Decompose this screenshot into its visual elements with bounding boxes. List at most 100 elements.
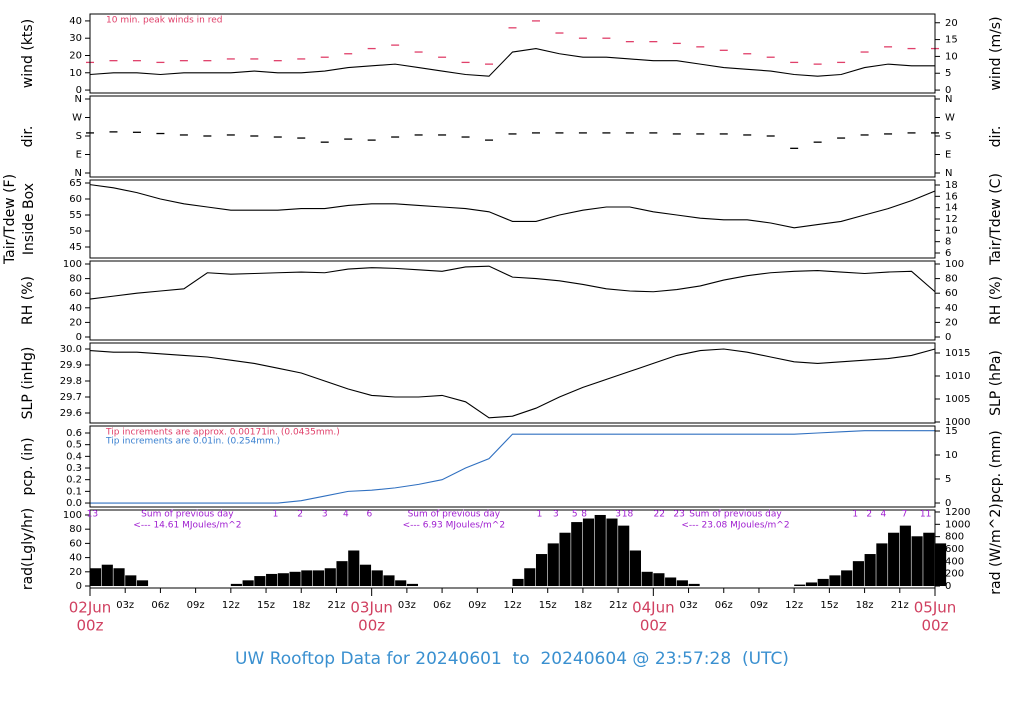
y-tick-label: 100 <box>63 510 82 521</box>
bar <box>90 568 102 587</box>
count-label: 7 <box>902 510 908 520</box>
y2-tick-label: 1015 <box>945 348 970 359</box>
bar <box>665 577 677 587</box>
x-day-label: 05Jun <box>914 599 957 617</box>
y-tick-label: 100 <box>63 259 82 270</box>
y2-tick-label: 1000 <box>945 519 970 530</box>
x-tick-label: 21z <box>609 600 627 611</box>
y-tick-label: 40 <box>69 303 82 314</box>
y-tick-label: 0.0 <box>66 498 82 509</box>
series-line <box>89 184 936 229</box>
y2-axis-label: wind (m/s) <box>988 16 1004 90</box>
y2-tick-label: 20 <box>945 18 958 29</box>
x-tick-label: 21z <box>891 600 909 611</box>
bar <box>935 543 947 587</box>
y2-tick-label: W <box>945 112 955 123</box>
y-tick-label: 60 <box>69 194 82 205</box>
y-tick-label: 10 <box>69 68 82 79</box>
bar <box>582 518 595 587</box>
count-label: 1 <box>537 510 543 520</box>
y2-tick-label: 200 <box>945 569 964 580</box>
y-tick-label: 0 <box>76 85 82 96</box>
y2-tick-label: 15 <box>945 426 958 437</box>
y-tick-label: 0.1 <box>66 486 82 497</box>
x-tick-label: 15z <box>539 600 557 611</box>
panel-frame <box>89 95 936 178</box>
count-label: 6 <box>366 510 372 520</box>
y-tick-label: 80 <box>69 274 82 285</box>
bar <box>336 561 348 587</box>
bar <box>911 536 923 587</box>
y2-tick-label: 16 <box>945 191 958 202</box>
bar <box>535 554 548 587</box>
bar <box>794 584 806 587</box>
bar <box>571 522 583 587</box>
bar <box>266 573 278 587</box>
panel-frame <box>89 13 936 94</box>
y2-tick-label: N <box>945 94 952 105</box>
y2-tick-label: 1200 <box>945 507 970 518</box>
panel-frame <box>89 342 936 424</box>
count-label: 2 <box>297 510 303 520</box>
bar <box>348 550 360 587</box>
y2-tick-label: 5 <box>945 474 951 485</box>
bar <box>125 575 137 587</box>
x-tick-label: 18z <box>292 600 310 611</box>
x-day-label: 04Jun <box>632 599 675 617</box>
y2-tick-label: 10 <box>945 51 958 62</box>
bar <box>324 568 336 587</box>
bar <box>289 571 301 587</box>
bar <box>254 576 266 587</box>
y-tick-label: N <box>75 168 82 179</box>
y2-axis-label: SLP (hPa) <box>988 350 1004 416</box>
x-tick-label: 21z <box>327 600 345 611</box>
count-label: 4 <box>343 510 349 520</box>
x-tick-label: 06z <box>433 600 451 611</box>
panel-frame <box>89 425 936 508</box>
x-tick-label: 12z <box>785 600 803 611</box>
y-axis-label: SLP (inHg) <box>20 347 36 420</box>
x-tick-label: 03z <box>116 600 134 611</box>
bar <box>359 564 372 587</box>
x-tick-label: 09z <box>468 600 486 611</box>
bar <box>277 573 289 587</box>
sum-title: Sum of previous day <box>408 510 501 520</box>
y-tick-label: 0.6 <box>66 428 82 439</box>
y-tick-label: 40 <box>69 16 82 27</box>
y2-axis-label: RH (%) <box>988 276 1004 325</box>
series-line <box>89 265 936 300</box>
count-label: 22 <box>653 510 664 520</box>
annotation: Tip increments are approx. 0.00171in. (0… <box>105 428 340 438</box>
bar <box>230 583 242 587</box>
x-tick-label: 15z <box>820 600 838 611</box>
bar <box>559 532 571 587</box>
y-tick-label: 0.3 <box>66 463 82 474</box>
y-tick-label: 0 <box>76 332 82 343</box>
y-tick-label: 29.7 <box>60 392 82 403</box>
y-axis-label: pcp. (in) <box>20 437 36 495</box>
bar <box>805 582 818 587</box>
count-label: 2 <box>866 510 872 520</box>
bar <box>641 571 653 587</box>
count-label: 18 <box>622 510 634 520</box>
y-axis-label: Inside Box <box>21 183 37 255</box>
y-tick-label: 40 <box>69 553 82 564</box>
bar <box>888 532 900 587</box>
bar <box>923 532 935 587</box>
y-tick-label: 20 <box>69 317 82 328</box>
bar <box>547 543 559 587</box>
y-tick-label: W <box>72 112 82 123</box>
y2-tick-label: 0 <box>945 581 951 592</box>
y2-tick-label: 15 <box>945 35 958 46</box>
y-axis-label: wind (kts) <box>20 19 36 88</box>
bar <box>653 573 665 587</box>
bar <box>395 580 407 587</box>
series-line <box>89 48 935 77</box>
y-tick-label: 29.9 <box>60 360 82 371</box>
sum-title: Sum of previous day <box>689 510 782 520</box>
y2-tick-label: 1005 <box>945 394 970 405</box>
y2-tick-label: S <box>945 131 951 142</box>
y-tick-label: 30 <box>69 33 82 44</box>
bar <box>829 575 841 587</box>
y2-tick-label: 800 <box>945 532 964 543</box>
